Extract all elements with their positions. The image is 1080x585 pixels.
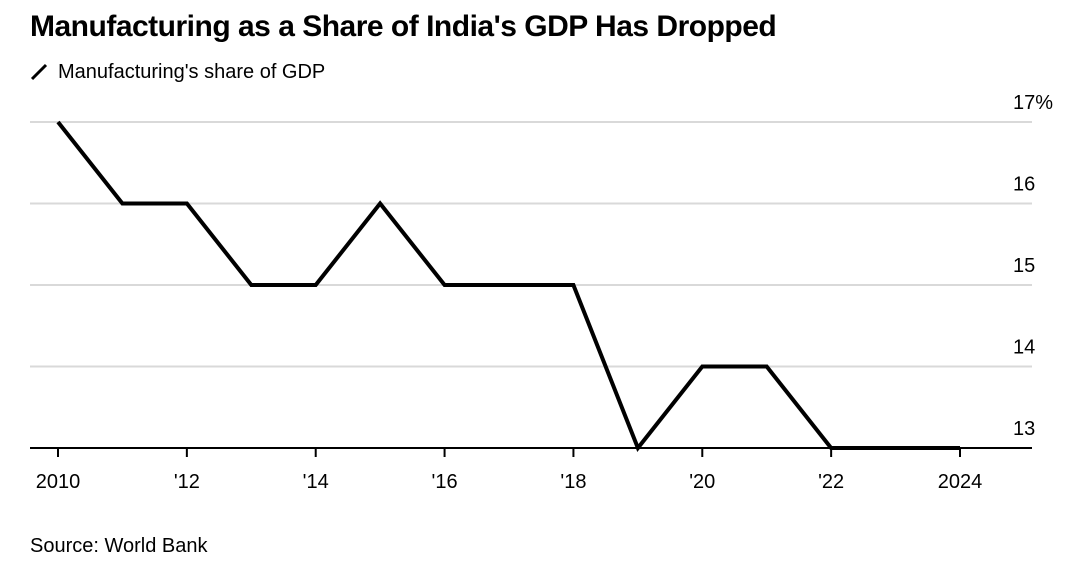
data-point xyxy=(700,365,704,369)
y-tick-label: 14 xyxy=(1013,337,1035,359)
data-point xyxy=(507,283,511,287)
data-point xyxy=(443,283,447,287)
x-tick-label: '16 xyxy=(432,471,458,493)
series-layer xyxy=(56,120,962,452)
x-tick-label: '22 xyxy=(818,471,844,493)
data-point xyxy=(249,283,253,287)
x-tick-label: 2024 xyxy=(938,471,983,493)
legend-label: Manufacturing's share of GDP xyxy=(58,60,326,83)
x-tick-label: '20 xyxy=(689,471,715,493)
y-tick-label: 16 xyxy=(1013,174,1035,196)
source-note: Source: World Bank xyxy=(30,535,208,557)
y-tick-label: 17% xyxy=(1013,92,1053,114)
data-point xyxy=(120,202,124,206)
data-point xyxy=(314,283,318,287)
data-point xyxy=(185,202,189,206)
data-point xyxy=(636,446,640,450)
line-chart: 17% 16 15 14 13 2010 '12 '14 '16 '18 '20 '22 2024 xyxy=(30,92,1053,493)
legend-line-icon xyxy=(30,63,48,81)
x-tick-label: 2010 xyxy=(36,471,81,493)
data-point xyxy=(378,202,382,206)
data-point xyxy=(765,365,769,369)
chart-legend: Manufacturing's share of GDP xyxy=(30,60,325,84)
grid-layer xyxy=(30,121,1032,368)
chart-title: Manufacturing as a Share of India's GDP … xyxy=(30,10,777,43)
data-point xyxy=(894,446,898,450)
series-line xyxy=(56,120,960,452)
data-point xyxy=(56,120,60,124)
data-point xyxy=(571,283,575,287)
data-point xyxy=(829,446,833,450)
x-axis-labels: 2010 '12 '14 '16 '18 '20 '22 2024 xyxy=(36,471,983,493)
x-tick-label: '12 xyxy=(174,471,200,493)
x-tick-label: '18 xyxy=(560,471,586,493)
y-tick-label: 15 xyxy=(1013,255,1035,277)
x-tick-label: '14 xyxy=(303,471,329,493)
data-point xyxy=(958,446,962,450)
y-tick-label: 13 xyxy=(1013,418,1035,440)
y-axis-labels: 17% 16 15 14 13 xyxy=(1013,92,1053,440)
